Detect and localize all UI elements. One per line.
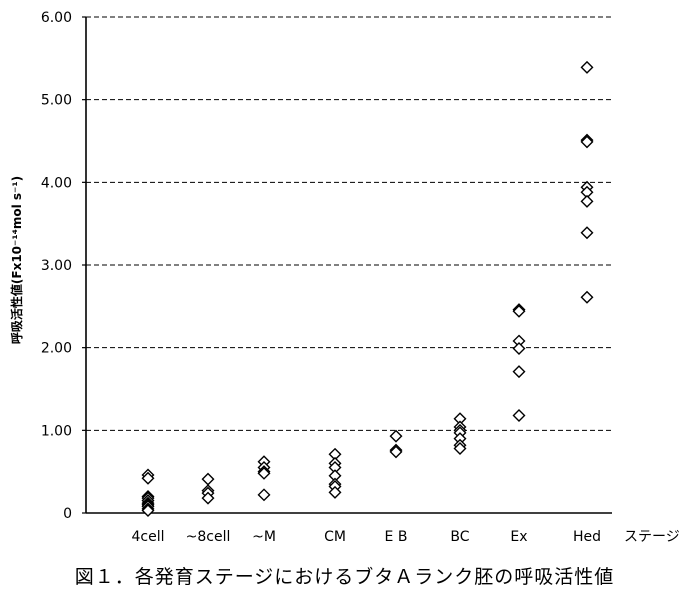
data-point xyxy=(512,408,526,422)
data-point xyxy=(512,365,526,379)
data-point xyxy=(389,445,403,459)
x-axis-title: ステージ xyxy=(624,529,680,545)
data-point xyxy=(141,471,155,485)
data-point xyxy=(389,429,403,443)
x-category-label: ~8cell xyxy=(186,529,231,545)
data-point xyxy=(201,491,215,505)
x-category-label: Hed xyxy=(573,529,601,545)
y-tick-label: 6.00 xyxy=(41,10,72,26)
data-point xyxy=(201,472,215,486)
y-tick-label: 2.00 xyxy=(41,341,72,357)
data-point xyxy=(580,60,594,74)
y-tick-label: 1.00 xyxy=(41,423,72,439)
chart: 0 1.00 2.00 3.00 4.00 5.00 6.00 4cell ~8cell ~M C… xyxy=(9,10,680,545)
gridlines xyxy=(86,16,612,431)
y-tick-label: 0 xyxy=(63,506,72,522)
data-point xyxy=(328,485,342,499)
y-tick-label: 3.00 xyxy=(41,258,72,274)
data-point xyxy=(257,466,271,480)
data-points xyxy=(141,60,594,518)
data-point xyxy=(453,442,467,456)
x-category-label: E B xyxy=(385,529,408,545)
x-category-label: ~M xyxy=(252,529,276,545)
y-axis-title: 呼吸活性値(Fx10⁻¹⁴mol s⁻¹) xyxy=(9,176,24,344)
data-point xyxy=(257,488,271,502)
data-point xyxy=(141,504,155,518)
data-point xyxy=(512,304,526,318)
data-point xyxy=(580,135,594,149)
y-tick-label: 5.00 xyxy=(41,93,72,109)
x-category-label: 4cell xyxy=(132,529,165,545)
data-point xyxy=(580,226,594,240)
x-category-labels: 4cell ~8cell ~M CM E B BC Ex Hed xyxy=(132,529,602,545)
data-point xyxy=(580,290,594,304)
data-point xyxy=(512,342,526,355)
x-category-label: BC xyxy=(450,529,469,545)
x-category-label: CM xyxy=(324,529,346,545)
axes xyxy=(82,16,612,514)
x-category-label: Ex xyxy=(510,529,527,545)
y-tick-labels: 0 1.00 2.00 3.00 4.00 5.00 6.00 xyxy=(41,10,72,522)
figure-caption: 図１．各発育ステージにおけるブタＡランク胚の呼吸活性値 xyxy=(74,566,615,588)
data-point xyxy=(580,194,594,208)
y-tick-label: 4.00 xyxy=(41,175,72,191)
